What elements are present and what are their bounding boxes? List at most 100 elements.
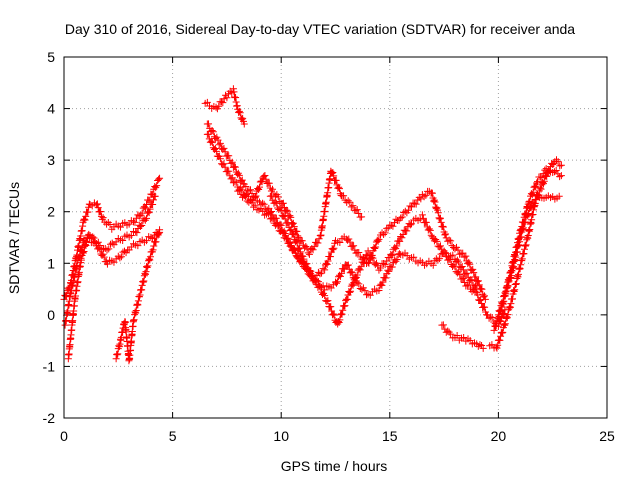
data-point	[439, 321, 447, 329]
data-point	[234, 187, 242, 195]
data-point	[108, 239, 116, 247]
data-point	[254, 184, 262, 192]
data-point	[143, 237, 151, 245]
data-point	[429, 261, 437, 269]
data-point	[499, 328, 507, 336]
data-point	[281, 215, 289, 223]
data-point	[392, 215, 400, 223]
data-point	[209, 128, 217, 136]
data-point	[422, 218, 430, 226]
data-point	[497, 307, 505, 315]
data-point	[336, 272, 344, 280]
data-point	[305, 250, 313, 258]
data-point	[462, 252, 470, 260]
data-point	[238, 193, 246, 201]
data-point	[517, 261, 525, 269]
data-point	[245, 198, 253, 206]
data-point	[469, 265, 477, 273]
data-point	[376, 264, 384, 272]
data-point	[246, 186, 254, 194]
data-point	[144, 257, 152, 265]
data-point	[403, 227, 411, 235]
data-point	[144, 262, 152, 270]
data-point	[99, 214, 107, 222]
data-point	[134, 301, 142, 309]
data-point	[138, 286, 146, 294]
y-tick-label: -2	[43, 410, 56, 426]
data-point	[368, 253, 376, 261]
data-point	[501, 292, 509, 300]
data-point	[433, 237, 441, 245]
data-point	[350, 242, 358, 250]
data-point	[203, 98, 211, 106]
data-point	[137, 222, 145, 230]
data-point	[487, 313, 495, 321]
data-point	[333, 278, 341, 286]
data-point	[504, 311, 512, 319]
data-point	[334, 318, 342, 326]
data-point	[242, 183, 250, 191]
data-point	[131, 308, 139, 316]
data-point	[408, 203, 416, 211]
y-axis-label: SDTVAR / TECUs	[6, 182, 22, 294]
data-point	[240, 192, 248, 200]
data-point	[432, 205, 440, 213]
data-point	[323, 260, 331, 268]
data-point	[460, 253, 468, 261]
data-point	[512, 281, 520, 289]
data-point	[153, 182, 161, 190]
data-point	[378, 281, 386, 289]
data-point	[537, 185, 545, 193]
data-point	[436, 214, 444, 222]
data-point	[329, 246, 337, 254]
data-point	[94, 204, 102, 212]
data-point	[346, 198, 354, 206]
data-point	[135, 212, 143, 220]
data-point	[286, 239, 294, 247]
data-point	[412, 200, 420, 208]
data-point	[419, 214, 427, 222]
data-point	[228, 174, 236, 182]
data-point	[296, 244, 304, 252]
data-point	[114, 350, 122, 358]
data-point	[278, 226, 286, 234]
data-point	[80, 215, 88, 223]
data-point	[343, 295, 351, 303]
data-point	[521, 211, 529, 219]
data-point	[477, 296, 485, 304]
data-point	[339, 306, 347, 314]
data-point	[532, 183, 540, 191]
y-tick-label: 5	[47, 49, 55, 65]
data-point	[329, 310, 337, 318]
data-point	[268, 192, 276, 200]
data-point	[152, 238, 160, 246]
data-point	[437, 250, 445, 258]
data-point	[439, 223, 447, 231]
data-point	[498, 303, 506, 311]
data-point	[130, 317, 138, 325]
data-point	[517, 225, 525, 233]
data-point	[509, 259, 517, 267]
data-point	[221, 148, 229, 156]
data-point	[232, 93, 240, 101]
data-point	[257, 177, 265, 185]
data-point	[503, 284, 511, 292]
data-point	[142, 268, 150, 276]
data-point	[388, 263, 396, 271]
data-point	[504, 276, 512, 284]
x-tick-label: 20	[491, 428, 507, 444]
data-point	[258, 178, 266, 186]
x-tick-label: 10	[273, 428, 289, 444]
data-point	[522, 209, 530, 217]
data-point	[475, 281, 483, 289]
data-point	[232, 178, 240, 186]
y-tick-label: -1	[43, 358, 56, 374]
data-point	[291, 238, 299, 246]
data-point	[307, 267, 315, 275]
data-point	[149, 246, 157, 254]
data-point	[89, 238, 97, 246]
data-point	[295, 245, 303, 253]
x-tick-label: 5	[169, 428, 177, 444]
data-point	[513, 272, 521, 280]
data-point	[330, 244, 338, 252]
